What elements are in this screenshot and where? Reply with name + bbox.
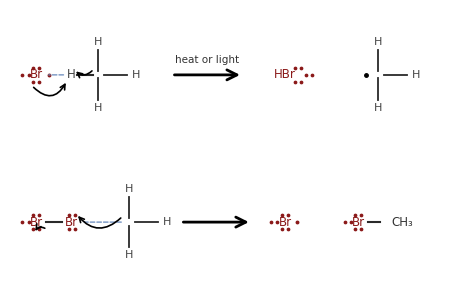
Text: H: H xyxy=(68,68,76,81)
Text: Br: Br xyxy=(30,216,43,229)
Text: H: H xyxy=(132,70,140,80)
Text: H: H xyxy=(94,103,103,113)
Text: H: H xyxy=(125,185,134,194)
Text: H: H xyxy=(94,37,103,47)
Text: CH₃: CH₃ xyxy=(392,216,414,229)
Text: H: H xyxy=(374,103,382,113)
Text: H: H xyxy=(163,217,171,227)
Text: HBr: HBr xyxy=(274,68,296,81)
Text: Br: Br xyxy=(30,68,43,81)
Text: H: H xyxy=(412,70,420,80)
Text: Br: Br xyxy=(352,216,365,229)
Text: Br: Br xyxy=(279,216,292,229)
Text: Br: Br xyxy=(65,216,78,229)
Text: H: H xyxy=(125,250,134,260)
Text: heat or light: heat or light xyxy=(175,55,239,65)
Text: H: H xyxy=(374,37,382,47)
